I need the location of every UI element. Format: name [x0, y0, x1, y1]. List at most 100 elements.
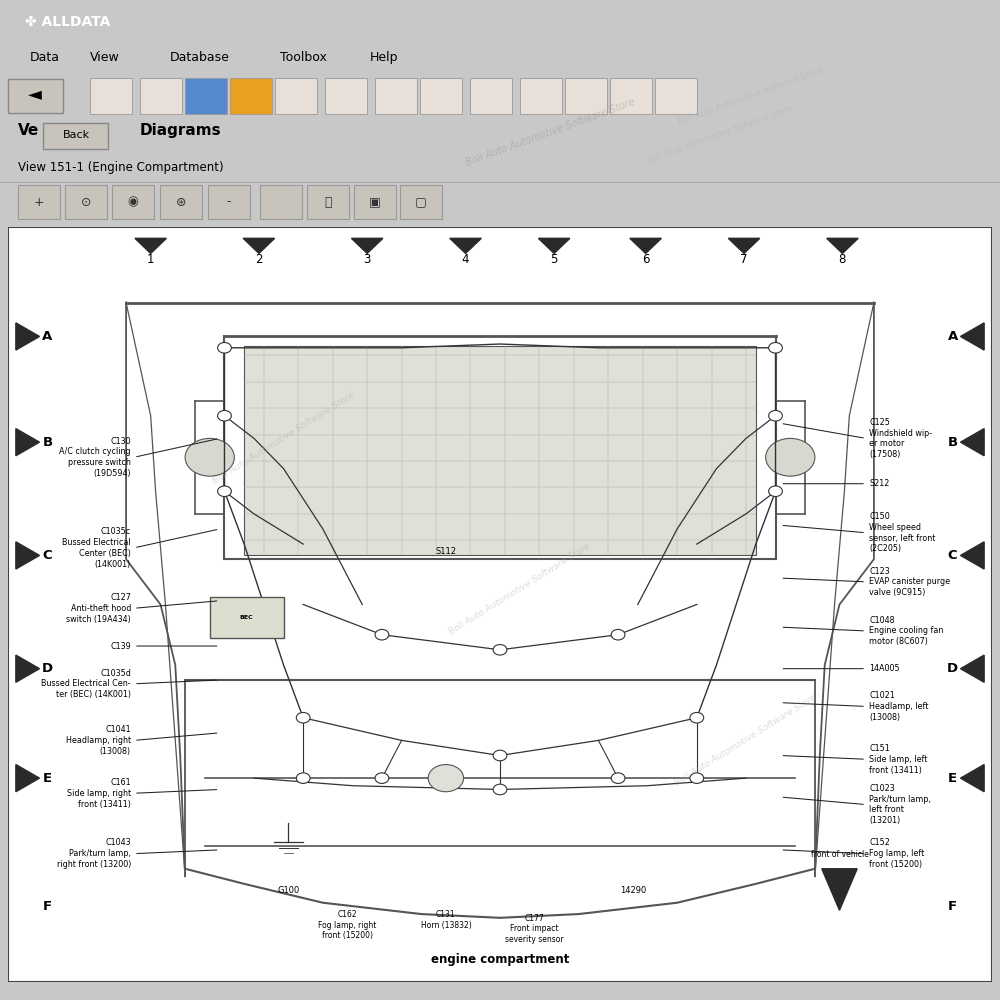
Circle shape	[769, 343, 782, 353]
Text: 14290: 14290	[620, 886, 646, 895]
Text: C1035c
Bussed Electrical
Center (BEC)
(14K001): C1035c Bussed Electrical Center (BEC) (1…	[62, 527, 131, 568]
Bar	[185, 78, 227, 114]
Bar	[354, 185, 396, 219]
Text: B: B	[948, 436, 958, 449]
Bar	[210, 597, 284, 638]
Text: 14A005: 14A005	[869, 664, 900, 673]
Circle shape	[296, 712, 310, 723]
Bar	[90, 78, 132, 114]
Text: ◉: ◉	[128, 196, 138, 209]
Text: Boli Auto Automotive Software Store: Boli Auto Automotive Software Store	[676, 65, 824, 127]
Polygon shape	[16, 429, 39, 456]
Text: front of vehicle: front of vehicle	[811, 850, 868, 859]
Text: C161
Side lamp, right
front (13411): C161 Side lamp, right front (13411)	[67, 778, 131, 808]
Text: ⊙: ⊙	[81, 196, 91, 209]
Text: C127
Anti-theft hood
switch (19A434): C127 Anti-theft hood switch (19A434)	[66, 593, 131, 624]
Text: Boli Auto Automotive Software Store: Boli Auto Automotive Software Store	[447, 542, 592, 637]
Text: 4: 4	[462, 253, 469, 266]
Bar	[65, 185, 107, 219]
Text: C162
Fog lamp, right
front (15200): C162 Fog lamp, right front (15200)	[318, 910, 377, 940]
Bar	[18, 185, 60, 219]
Text: engine compartment: engine compartment	[431, 953, 569, 966]
Polygon shape	[351, 238, 383, 253]
Bar	[230, 78, 272, 114]
Text: C1021
Headlamp, left
(13008): C1021 Headlamp, left (13008)	[869, 691, 928, 722]
Polygon shape	[827, 238, 858, 253]
Bar	[375, 78, 417, 114]
Text: +: +	[34, 196, 44, 209]
Text: Boli Auto Automotive Software Store: Boli Auto Automotive Software Store	[674, 693, 818, 788]
Polygon shape	[822, 869, 857, 910]
Text: C125
Windshield wip-
er motor
(17508): C125 Windshield wip- er motor (17508)	[869, 418, 932, 459]
Text: Database: Database	[170, 51, 230, 64]
Bar	[8, 79, 63, 113]
Text: -: -	[227, 196, 231, 209]
Polygon shape	[961, 323, 984, 350]
Bar	[244, 346, 756, 555]
Text: D: D	[947, 662, 958, 675]
Text: C1041
Headlamp, right
(13008): C1041 Headlamp, right (13008)	[66, 725, 131, 756]
Polygon shape	[630, 238, 661, 253]
Text: S112: S112	[435, 547, 456, 556]
Polygon shape	[135, 238, 166, 253]
Text: 2: 2	[255, 253, 263, 266]
Text: C177
Front impact
severity sensor: C177 Front impact severity sensor	[505, 914, 564, 944]
Text: D: D	[42, 662, 53, 675]
Bar	[400, 185, 442, 219]
Text: ⎙: ⎙	[324, 196, 332, 209]
Text: C150
Wheel speed
sensor, left front
(2C205): C150 Wheel speed sensor, left front (2C2…	[869, 512, 935, 553]
Polygon shape	[450, 238, 481, 253]
Text: C151
Side lamp, left
front (13411): C151 Side lamp, left front (13411)	[869, 744, 927, 775]
Polygon shape	[961, 655, 984, 682]
Text: View: View	[90, 51, 120, 64]
Circle shape	[218, 343, 231, 353]
Polygon shape	[961, 765, 984, 792]
Text: Toolbox: Toolbox	[280, 51, 327, 64]
Text: C131
Horn (13832): C131 Horn (13832)	[421, 910, 471, 930]
Bar	[160, 185, 202, 219]
Circle shape	[375, 629, 389, 640]
Polygon shape	[16, 542, 39, 569]
Text: C130
A/C clutch cycling
pressure switch
(19D594): C130 A/C clutch cycling pressure switch …	[59, 437, 131, 478]
Bar	[520, 78, 562, 114]
Circle shape	[218, 410, 231, 421]
Bar	[655, 78, 697, 114]
Bar	[307, 185, 349, 219]
Text: ▢: ▢	[415, 196, 427, 209]
Circle shape	[611, 629, 625, 640]
Bar	[420, 78, 462, 114]
Bar	[470, 78, 512, 114]
Circle shape	[185, 438, 234, 476]
Text: C: C	[948, 549, 957, 562]
Polygon shape	[16, 323, 39, 350]
Text: 1: 1	[147, 253, 154, 266]
Circle shape	[769, 410, 782, 421]
Bar	[43, 123, 108, 149]
Bar	[208, 185, 250, 219]
Text: F: F	[43, 900, 52, 913]
Text: Data: Data	[30, 51, 60, 64]
Text: E: E	[43, 772, 52, 785]
Text: B: B	[42, 436, 52, 449]
Circle shape	[766, 438, 815, 476]
Text: C1043
Park/turn lamp,
right front (13200): C1043 Park/turn lamp, right front (13200…	[57, 838, 131, 869]
Text: ▣: ▣	[369, 196, 381, 209]
Text: Boli Auto Automotive Software Store: Boli Auto Automotive Software Store	[211, 391, 356, 486]
Polygon shape	[961, 542, 984, 569]
Text: A: A	[42, 330, 52, 343]
Text: BEC: BEC	[239, 615, 253, 620]
Circle shape	[218, 486, 231, 497]
Circle shape	[493, 784, 507, 795]
Bar	[260, 185, 302, 219]
Text: ⊛: ⊛	[176, 196, 186, 209]
Circle shape	[296, 773, 310, 783]
Polygon shape	[243, 238, 275, 253]
Text: Diagrams: Diagrams	[140, 123, 222, 138]
Bar	[565, 78, 607, 114]
Bar	[140, 78, 182, 114]
Circle shape	[769, 486, 782, 497]
Text: A: A	[948, 330, 958, 343]
Bar	[275, 78, 317, 114]
Text: C1023
Park/turn lamp,
left front
(13201): C1023 Park/turn lamp, left front (13201)	[869, 784, 931, 825]
Text: 5: 5	[550, 253, 558, 266]
